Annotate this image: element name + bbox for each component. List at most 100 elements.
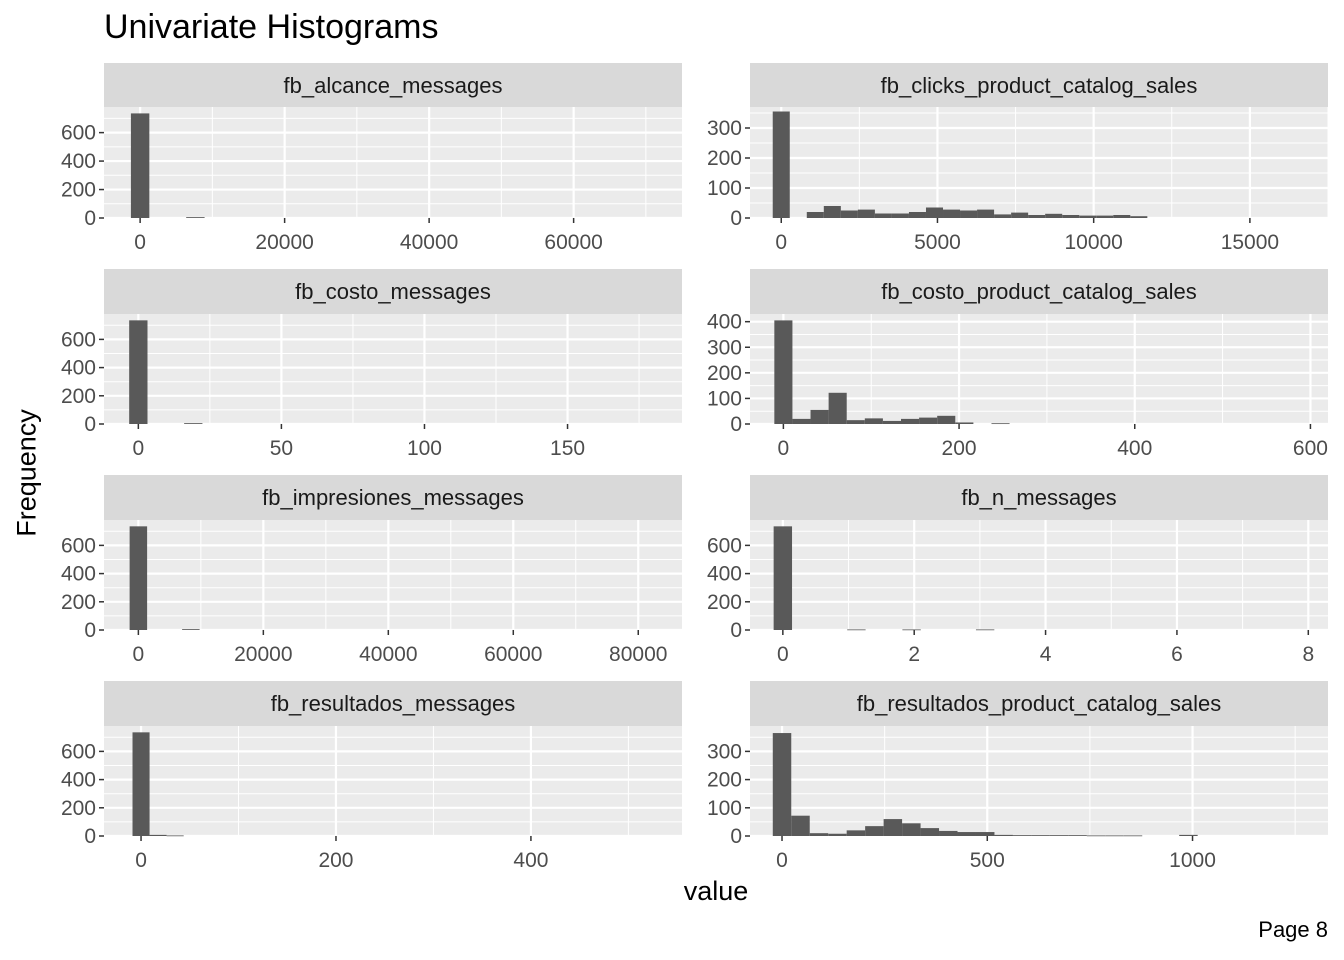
facet-strip-label: fb_alcance_messages xyxy=(284,73,503,98)
histogram-bar xyxy=(806,212,824,218)
x-tick-label: 0 xyxy=(132,437,144,460)
histogram-bar xyxy=(1062,215,1080,218)
histogram-bar xyxy=(828,392,847,424)
y-tick-label: 400 xyxy=(707,563,742,586)
facet-strip-label: fb_costo_product_catalog_sales xyxy=(881,279,1197,304)
x-tick-label: 20000 xyxy=(255,231,313,254)
histogram-bar xyxy=(1049,835,1069,836)
x-tick-label: 0 xyxy=(776,849,788,872)
histogram-bar xyxy=(791,815,810,836)
facet-strip xyxy=(104,681,682,726)
facet-panel xyxy=(104,726,682,836)
histogram-bar xyxy=(882,420,902,424)
y-tick-label: 0 xyxy=(730,207,742,230)
x-tick-label: 4 xyxy=(1040,643,1052,666)
histogram-bar xyxy=(823,206,841,218)
x-tick-label: 400 xyxy=(1117,437,1152,460)
x-tick-label: 0 xyxy=(778,437,790,460)
histogram-bar xyxy=(1045,213,1063,218)
facet-strip-label: fb_resultados_messages xyxy=(271,691,516,716)
x-tick-label: 2 xyxy=(908,643,920,666)
x-tick-label: 0 xyxy=(775,231,787,254)
y-tick-label: 600 xyxy=(61,740,96,763)
histogram-bar xyxy=(1130,216,1148,218)
facet-strip xyxy=(750,63,1328,107)
histogram-bar xyxy=(184,423,203,424)
x-tick-label: 8 xyxy=(1302,643,1314,666)
x-tick-label: 100 xyxy=(407,437,442,460)
y-tick-label: 100 xyxy=(707,797,742,820)
y-tick-label: 0 xyxy=(730,825,742,848)
y-tick-label: 600 xyxy=(707,534,742,557)
chart-title: Univariate Histograms xyxy=(104,8,439,46)
y-tick-label: 0 xyxy=(730,619,742,642)
histogram-bar xyxy=(920,828,940,836)
histogram-bar xyxy=(939,830,958,836)
histogram-bar xyxy=(1028,215,1046,218)
histogram-bar xyxy=(891,213,909,218)
y-tick-label: 200 xyxy=(61,797,96,820)
y-tick-label: 0 xyxy=(84,207,96,230)
facet-strip xyxy=(104,475,682,520)
histogram-bar xyxy=(975,832,995,836)
facet-panel xyxy=(104,107,682,218)
histogram-bar xyxy=(883,819,903,836)
x-tick-label: 0 xyxy=(135,849,147,872)
facet-strip xyxy=(104,63,682,107)
y-tick-label: 200 xyxy=(707,591,742,614)
x-tick-label: 200 xyxy=(942,437,977,460)
histogram-bar xyxy=(132,732,150,836)
x-tick-label: 10000 xyxy=(1064,231,1122,254)
facet-panel xyxy=(750,520,1328,630)
histogram-bar xyxy=(957,832,976,836)
histogram-bar xyxy=(902,629,921,631)
x-axis-title: value xyxy=(683,876,749,906)
facet-panel xyxy=(104,314,682,424)
x-tick-label: 5000 xyxy=(914,231,961,254)
x-tick-label: 200 xyxy=(318,849,353,872)
histogram-bar xyxy=(977,209,995,218)
histogram-bar xyxy=(991,423,1010,425)
facet-strip-label: fb_n_messages xyxy=(961,485,1116,510)
histogram-bar xyxy=(994,834,1013,836)
histogram-bar xyxy=(1179,834,1198,836)
histogram-bar xyxy=(908,212,926,218)
histogram-bar xyxy=(902,823,921,836)
histogram-bar xyxy=(943,209,961,218)
x-tick-label: 20000 xyxy=(234,643,292,666)
x-tick-label: 600 xyxy=(1293,437,1328,460)
y-tick-label: 0 xyxy=(730,413,742,436)
y-axis-title: Frequency xyxy=(11,409,42,537)
y-tick-label: 100 xyxy=(707,177,742,200)
histogram-bar xyxy=(773,526,793,630)
histogram-bar xyxy=(919,417,938,424)
x-tick-label: 15000 xyxy=(1221,231,1279,254)
histogram-bar xyxy=(994,214,1012,218)
histogram-bar xyxy=(1012,835,1032,836)
histogram-bar xyxy=(828,833,847,836)
histogram-bar xyxy=(937,415,956,424)
histogram-bar xyxy=(182,629,200,630)
histogram-bar xyxy=(975,629,995,631)
x-tick-label: 60000 xyxy=(484,643,542,666)
y-tick-label: 400 xyxy=(61,150,96,173)
facet-strip-label: fb_clicks_product_catalog_sales xyxy=(881,73,1198,98)
y-tick-label: 400 xyxy=(61,769,96,792)
histogram-bar xyxy=(1123,835,1143,837)
histogram-bar xyxy=(774,320,793,424)
x-tick-label: 500 xyxy=(970,849,1005,872)
x-tick-label: 50 xyxy=(270,437,293,460)
histogram-bar xyxy=(130,113,150,218)
histogram-bar xyxy=(149,834,167,836)
facet-strip xyxy=(104,269,682,314)
histogram-bar xyxy=(955,422,974,424)
y-tick-label: 0 xyxy=(84,619,96,642)
histogram-bar xyxy=(772,733,792,836)
histogram-bar xyxy=(1086,835,1106,837)
histogram-bar xyxy=(186,217,205,218)
x-tick-label: 6 xyxy=(1171,643,1183,666)
y-tick-label: 200 xyxy=(707,147,742,170)
histogram-bar xyxy=(846,420,865,424)
histogram-bar xyxy=(857,209,875,218)
